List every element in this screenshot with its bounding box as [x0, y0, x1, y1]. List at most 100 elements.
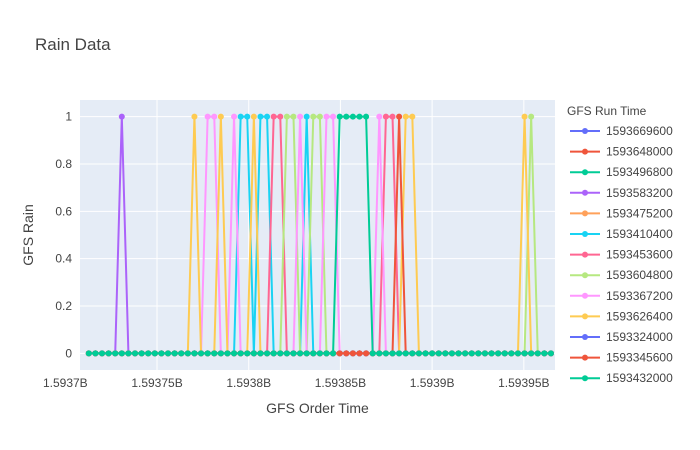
x-tick-label: 1.5937B — [43, 376, 88, 390]
y-tick-label: 0.4 — [55, 252, 72, 266]
legend-title: GFS Run Time — [567, 104, 647, 118]
legend-item[interactable]: 1593648000 — [570, 145, 673, 159]
data-point — [283, 350, 290, 357]
data-point — [178, 350, 185, 357]
legend-marker-swatch — [582, 354, 588, 361]
legend-label: 1593496800 — [606, 165, 673, 179]
legend-label: 1593410400 — [606, 227, 673, 241]
legend-label: 1593583200 — [606, 186, 673, 200]
data-point — [363, 350, 370, 357]
legend-item[interactable]: 1593669600 — [570, 124, 673, 138]
legend-item[interactable]: 1593432000 — [570, 371, 673, 385]
chart-title: Rain Data — [35, 35, 111, 54]
data-point — [429, 350, 436, 357]
data-point — [231, 350, 238, 357]
data-point — [402, 350, 409, 357]
data-point — [534, 350, 541, 357]
data-point — [369, 350, 376, 357]
legend-item[interactable]: 1593410400 — [570, 227, 673, 241]
data-point — [514, 350, 521, 357]
data-point — [264, 113, 271, 120]
data-point — [165, 350, 172, 357]
legend-label: 1593626400 — [606, 309, 673, 323]
legend-item[interactable]: 1593626400 — [570, 309, 673, 323]
legend-item[interactable]: 1593345600 — [570, 351, 673, 365]
series-layer — [85, 113, 554, 357]
data-point — [145, 350, 152, 357]
data-point — [541, 350, 548, 357]
data-point — [356, 350, 363, 357]
legend-label: 1593475200 — [606, 206, 673, 220]
data-point — [501, 350, 508, 357]
x-axis-title: GFS Order Time — [266, 400, 369, 416]
legend-marker-swatch — [582, 231, 588, 237]
legend-item[interactable]: 1593604800 — [570, 268, 673, 282]
data-point — [442, 350, 449, 357]
data-point — [303, 113, 310, 120]
y-tick-label: 0.6 — [55, 204, 72, 218]
legend-marker-swatch — [582, 128, 588, 134]
data-point — [336, 113, 343, 120]
data-point — [198, 350, 205, 357]
legend-item[interactable]: 1593453600 — [570, 248, 673, 262]
legend-label: 1593367200 — [606, 289, 673, 303]
legend-marker-swatch — [582, 334, 588, 340]
data-point — [158, 350, 165, 357]
data-point — [422, 350, 429, 357]
legend-item[interactable]: 1593496800 — [570, 165, 673, 179]
x-tick-label: 1.59385B — [315, 376, 366, 390]
y-tick-label: 1 — [65, 110, 72, 124]
data-point — [277, 350, 284, 357]
data-point — [462, 350, 469, 357]
legend-marker-swatch — [582, 313, 588, 320]
data-point — [138, 350, 145, 357]
data-point — [396, 113, 403, 120]
data-point — [310, 350, 317, 357]
plot-area — [80, 100, 555, 370]
data-point — [257, 113, 264, 120]
legend-item[interactable]: 1593367200 — [570, 289, 673, 303]
data-point — [237, 113, 244, 120]
series-1593432000 — [85, 113, 554, 357]
data-point — [323, 113, 330, 120]
data-point — [521, 113, 528, 120]
data-point — [343, 350, 350, 357]
x-tick-label: 1.5938B — [226, 376, 271, 390]
data-point — [356, 113, 363, 120]
data-point — [277, 113, 284, 120]
x-tick-label: 1.59395B — [498, 376, 549, 390]
data-point — [330, 350, 337, 357]
data-point — [475, 350, 482, 357]
legend-label: 1593345600 — [606, 351, 673, 365]
data-point — [85, 350, 92, 357]
data-point — [330, 113, 337, 120]
data-point — [508, 350, 515, 357]
legend-item[interactable]: 1593583200 — [570, 186, 673, 200]
data-point — [389, 113, 396, 120]
data-point — [132, 350, 139, 357]
data-point — [349, 350, 356, 357]
data-point — [389, 350, 396, 357]
data-point — [105, 350, 112, 357]
data-point — [204, 350, 211, 357]
data-point — [92, 350, 99, 357]
legend-item[interactable]: 1593324000 — [570, 330, 673, 344]
legend-label: 1593453600 — [606, 248, 673, 262]
data-point — [349, 113, 356, 120]
data-point — [217, 113, 224, 120]
legend-marker-swatch — [582, 210, 588, 217]
legend-item[interactable]: 1593475200 — [570, 206, 673, 220]
data-point — [244, 113, 251, 120]
y-axis-title: GFS Rain — [20, 204, 36, 265]
legend-marker-swatch — [582, 169, 588, 176]
data-point — [191, 113, 198, 120]
data-point — [290, 113, 297, 120]
legend-label: 1593324000 — [606, 330, 673, 344]
legend-marker-swatch — [582, 189, 588, 196]
data-point — [316, 350, 323, 357]
legend-label: 1593648000 — [606, 145, 673, 159]
data-point — [303, 350, 310, 357]
data-point — [521, 350, 528, 357]
x-ticks: 1.5937B 1.59375B 1.5938B 1.59385B 1.5939B 1.5… — [43, 376, 550, 390]
data-point — [112, 350, 119, 357]
